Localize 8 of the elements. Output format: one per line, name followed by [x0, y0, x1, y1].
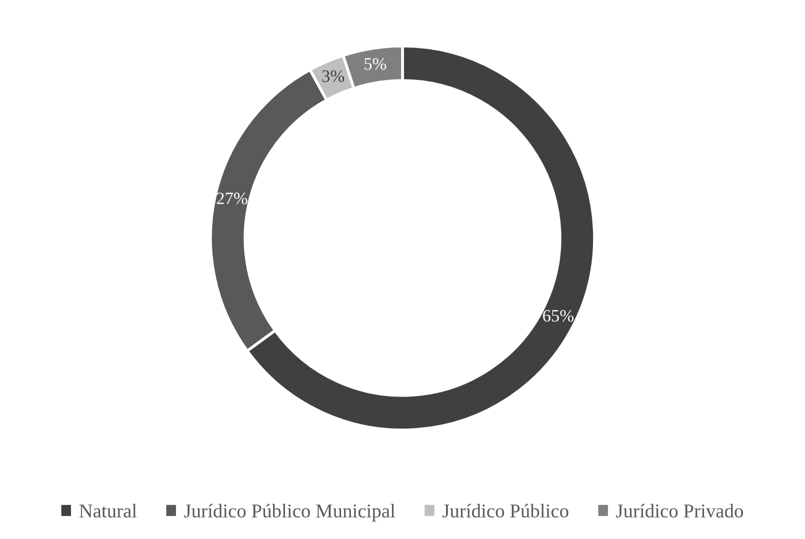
- data-label: 5%: [364, 58, 386, 70]
- data-label: 65%: [543, 310, 574, 322]
- legend-label: Natural: [79, 504, 137, 518]
- legend-label: Jurídico Privado: [616, 504, 743, 518]
- data-label: 3%: [322, 70, 344, 82]
- data-label: 27%: [216, 192, 248, 204]
- legend-label: Jurídico Público Municipal: [184, 504, 396, 522]
- legend-label: Jurídico Público: [442, 504, 568, 518]
